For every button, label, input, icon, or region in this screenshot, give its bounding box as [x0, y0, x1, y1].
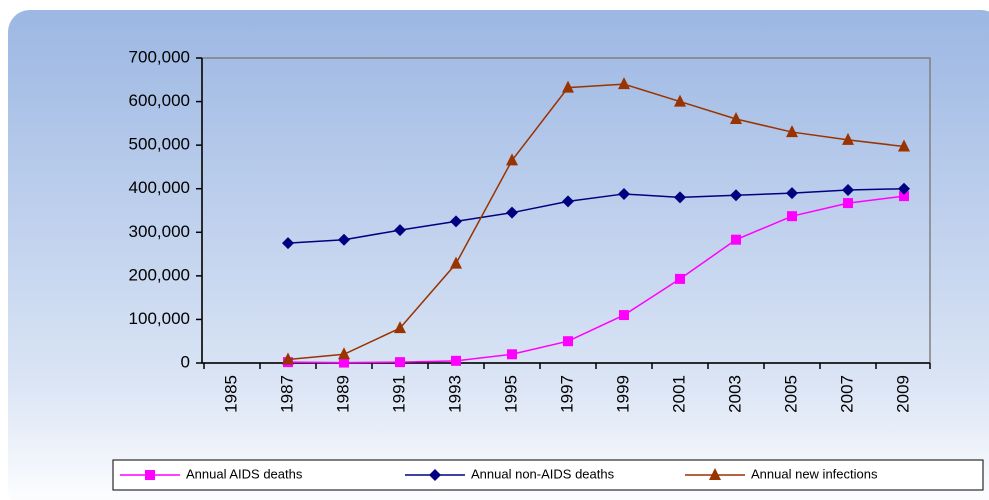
legend-marker	[145, 470, 155, 480]
x-tick-label: 1995	[501, 375, 520, 413]
x-tick-label: 2001	[669, 375, 688, 413]
data-point	[618, 77, 630, 90]
x-tick-label: 1989	[333, 375, 352, 413]
series-line	[287, 187, 905, 244]
data-point	[451, 355, 461, 366]
data-point	[282, 237, 294, 250]
data-point	[394, 321, 406, 334]
panel	[8, 10, 989, 500]
y-tick-label: 500,000	[129, 135, 190, 154]
x-tick-label: 1991	[389, 375, 408, 413]
x-tick-label: 2005	[781, 375, 800, 413]
data-point	[562, 80, 574, 93]
data-point	[507, 349, 517, 360]
series-line	[287, 83, 905, 361]
data-point	[506, 206, 518, 219]
x-tick-label: 2003	[725, 375, 744, 413]
y-tick-label: 200,000	[129, 265, 190, 284]
data-point	[786, 125, 798, 138]
data-point	[619, 310, 629, 321]
data-point	[394, 224, 406, 237]
data-point	[506, 153, 518, 166]
x-tick-label: 1999	[613, 375, 632, 413]
data-point	[675, 273, 685, 284]
legend-label: Annual AIDS deaths	[186, 466, 303, 481]
y-tick-label: 300,000	[129, 222, 190, 241]
data-point	[786, 187, 798, 200]
data-point	[339, 357, 349, 368]
legend-label: Annual new infections	[751, 466, 878, 481]
data-point	[898, 139, 910, 152]
legend-marker	[429, 469, 441, 481]
data-point	[395, 357, 405, 368]
x-tick-label: 1985	[221, 375, 240, 413]
y-tick-label: 600,000	[129, 91, 190, 110]
x-tick-label: 1993	[445, 375, 464, 413]
data-point	[899, 191, 909, 202]
data-point	[563, 336, 573, 347]
data-point	[338, 347, 350, 360]
data-point	[730, 189, 742, 202]
legend-marker	[709, 468, 721, 480]
data-point	[674, 191, 686, 204]
data-point	[562, 195, 574, 208]
data-point	[731, 234, 741, 245]
data-point	[450, 256, 462, 269]
x-tick-label: 2009	[893, 375, 912, 413]
data-point	[674, 94, 686, 107]
y-tick-label: 100,000	[129, 309, 190, 328]
data-point	[282, 352, 294, 365]
legend-entries: Annual AIDS deaths Annual non-AIDS deaths…	[120, 466, 878, 481]
data-point	[898, 182, 910, 195]
data-point	[730, 112, 742, 124]
legend-label: Annual non-AIDS deaths	[471, 466, 615, 481]
y-tick-label: 400,000	[129, 178, 190, 197]
y-tick-label: 700,000	[129, 47, 190, 66]
x-tick-label: 2007	[837, 375, 856, 413]
data-point	[618, 187, 630, 200]
legend	[112, 459, 984, 491]
data-point	[843, 198, 853, 209]
data-point	[842, 184, 854, 197]
x-tick-label: 1987	[277, 375, 296, 413]
series-line	[287, 195, 905, 364]
x-tick-label: 1997	[557, 375, 576, 413]
data-point	[787, 211, 797, 222]
data-point	[338, 233, 350, 246]
data-point	[842, 132, 854, 145]
y-tick-label: 0	[181, 352, 190, 371]
data-point	[450, 215, 462, 228]
